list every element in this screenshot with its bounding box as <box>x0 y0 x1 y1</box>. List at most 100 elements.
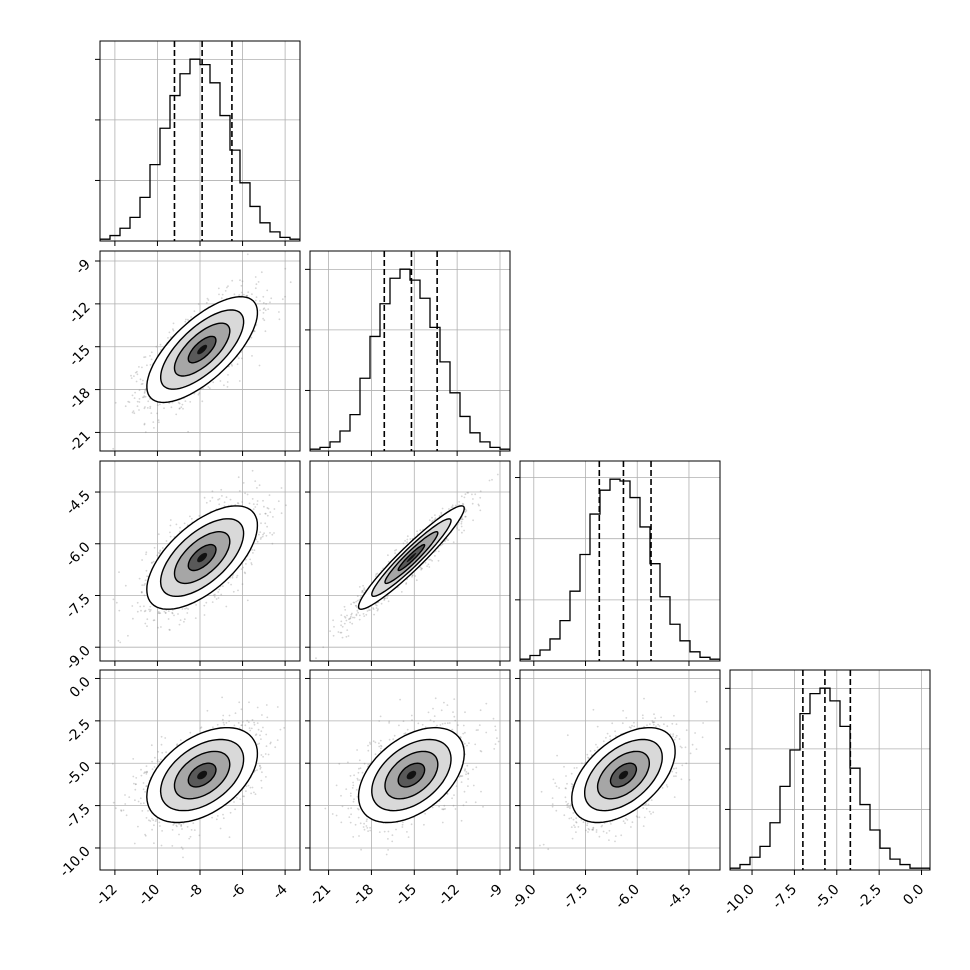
scatter-point <box>138 409 140 411</box>
y-tick-label: -9 <box>73 257 94 278</box>
scatter-point <box>458 501 461 503</box>
scatter-point <box>460 522 463 525</box>
scatter-point <box>344 609 347 611</box>
scatter-point <box>356 595 359 597</box>
contour-line <box>371 518 452 598</box>
scatter-point <box>180 406 183 409</box>
scatter-point <box>440 511 443 514</box>
scatter-point <box>208 387 211 390</box>
scatter-point <box>175 523 178 526</box>
scatter-point <box>352 601 355 604</box>
scatter-point <box>256 500 259 502</box>
scatter-point <box>460 525 463 528</box>
scatter-point <box>264 330 267 333</box>
scatter-point <box>239 279 241 282</box>
scatter-point <box>349 621 351 624</box>
scatter-point <box>237 357 240 360</box>
scatter-point <box>173 614 175 617</box>
scatter-point <box>256 540 259 543</box>
panel-frame <box>309 250 511 452</box>
scatter-point <box>150 412 153 414</box>
scatter-point <box>429 558 432 561</box>
scatter-point <box>151 561 154 564</box>
scatter-point <box>373 613 375 616</box>
scatter-point <box>130 377 133 379</box>
scatter-point <box>428 558 431 561</box>
scatter-point <box>464 508 467 511</box>
scatter-point <box>366 610 369 612</box>
scatter-point <box>262 308 265 311</box>
scatter-point <box>143 392 146 394</box>
scatter-point <box>156 759 159 761</box>
scatter-point <box>140 591 143 594</box>
contour-line <box>397 543 426 572</box>
y-tick-label: -6.0 <box>63 539 94 570</box>
scatter-point <box>217 597 220 599</box>
scatter-point <box>447 539 449 541</box>
scatter-point <box>138 401 141 403</box>
scatter-point <box>272 516 274 518</box>
scatter-point <box>149 609 152 611</box>
scatter-point <box>231 575 234 577</box>
scatter-point <box>159 343 162 346</box>
scatter-point <box>374 575 377 577</box>
density-peak <box>197 344 208 355</box>
scatter-point <box>383 598 386 600</box>
scatter-point <box>165 540 168 542</box>
scatter-point <box>238 294 241 296</box>
scatter-point <box>118 571 120 573</box>
scatter-point <box>190 517 193 520</box>
scatter-point <box>411 575 413 578</box>
scatter-point <box>148 608 151 611</box>
scatter-point <box>431 519 434 522</box>
scatter-point <box>218 293 220 296</box>
scatter-point <box>281 298 284 301</box>
density-peak <box>197 552 208 563</box>
scatter-point <box>254 276 257 278</box>
scatter-point <box>169 524 172 527</box>
scatter-point <box>134 391 137 394</box>
scatter-point <box>141 396 144 399</box>
scatter-point <box>387 600 390 603</box>
scatter-point <box>158 821 161 824</box>
scatter-point <box>157 750 160 753</box>
scatter-point <box>340 620 343 623</box>
scatter-point <box>189 515 191 518</box>
scatter-point <box>415 579 418 582</box>
scatter-point <box>253 791 255 794</box>
scatter-point <box>258 533 260 536</box>
scatter-point <box>358 614 361 617</box>
scatter-point <box>265 534 268 537</box>
scatter-point <box>237 476 240 479</box>
scatter-point <box>244 492 247 495</box>
scatter-point <box>348 618 350 621</box>
scatter-point <box>233 293 236 296</box>
scatter-point <box>140 591 143 593</box>
scatter-point <box>144 406 146 408</box>
scatter-point <box>271 542 274 545</box>
scatter-point <box>147 400 150 403</box>
scatter-point <box>346 629 349 631</box>
scatter-point <box>352 616 354 619</box>
scatter-point <box>141 584 144 586</box>
scatter-point <box>380 602 383 605</box>
scatter-point <box>152 619 155 622</box>
scatter-point <box>242 482 245 484</box>
scatter-point <box>458 529 460 531</box>
scatter-point <box>259 300 261 302</box>
scatter-point <box>197 393 200 396</box>
scatter-point <box>144 622 147 625</box>
scatter-point <box>178 407 181 410</box>
scatter-point <box>351 622 354 625</box>
scatter-point <box>156 412 159 415</box>
scatter-point <box>416 530 418 533</box>
scatter-point <box>178 407 181 410</box>
scatter-point <box>146 618 149 621</box>
scatter-point <box>419 529 422 532</box>
scatter-point <box>153 619 156 621</box>
scatter-point <box>387 554 389 557</box>
scatter-point <box>369 609 371 611</box>
scatter-point <box>265 303 267 305</box>
scatter-point <box>224 290 227 292</box>
scatter-point <box>145 569 148 572</box>
